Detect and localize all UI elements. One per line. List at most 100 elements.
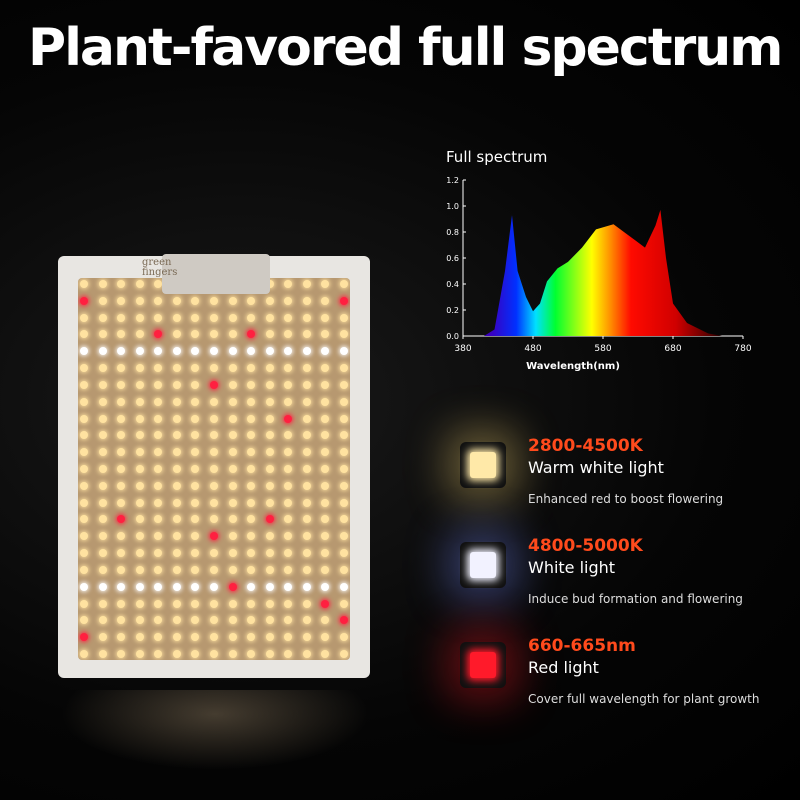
led [210, 330, 218, 339]
led [321, 330, 330, 339]
led [228, 481, 237, 490]
led [228, 431, 237, 440]
led [340, 347, 348, 356]
led [135, 280, 144, 288]
led [191, 481, 200, 490]
led [247, 465, 256, 473]
led [80, 650, 88, 658]
led [191, 650, 200, 658]
led [340, 616, 348, 625]
led [228, 397, 237, 406]
led [228, 633, 237, 642]
led [265, 650, 274, 658]
led [191, 633, 200, 642]
led [228, 448, 237, 457]
led [117, 650, 126, 658]
led [98, 616, 107, 625]
led [135, 364, 144, 373]
led [321, 431, 330, 440]
led [284, 280, 293, 288]
led [228, 532, 237, 541]
x-tick-label: 680 [664, 344, 681, 354]
led [98, 515, 107, 524]
panel-reflection [60, 690, 370, 770]
led [172, 330, 181, 339]
led [191, 347, 200, 356]
led [98, 498, 107, 507]
led [228, 380, 237, 389]
led [265, 431, 274, 440]
led-chip-icon [460, 642, 506, 688]
led [284, 347, 293, 356]
led [135, 481, 144, 490]
led [265, 380, 274, 389]
led [135, 532, 144, 541]
led [284, 481, 293, 490]
led [172, 364, 181, 373]
led [340, 465, 348, 473]
led [117, 313, 126, 322]
led [172, 565, 181, 574]
led [154, 515, 163, 524]
led [340, 633, 348, 642]
led [98, 313, 107, 322]
led [302, 582, 311, 591]
led [265, 448, 274, 457]
led [172, 633, 181, 642]
led [154, 565, 163, 574]
led [135, 397, 144, 406]
led [265, 347, 274, 356]
led [210, 465, 218, 473]
led [284, 431, 293, 440]
led [247, 313, 256, 322]
led [284, 296, 293, 305]
led [210, 313, 218, 322]
spectrum-area [484, 209, 722, 336]
led [210, 599, 218, 608]
led [247, 532, 256, 541]
led [340, 431, 348, 440]
led [247, 650, 256, 658]
led [247, 380, 256, 389]
led [98, 296, 107, 305]
led [135, 565, 144, 574]
led-board [78, 278, 350, 660]
led [228, 650, 237, 658]
x-tick-label: 780 [734, 344, 751, 354]
led [340, 380, 348, 389]
led [172, 313, 181, 322]
led [98, 633, 107, 642]
led [284, 380, 293, 389]
led [321, 296, 330, 305]
led [80, 515, 88, 524]
led [117, 431, 126, 440]
led [154, 465, 163, 473]
led [302, 565, 311, 574]
led [284, 330, 293, 339]
led [247, 481, 256, 490]
led [265, 313, 274, 322]
led [321, 380, 330, 389]
led [284, 650, 293, 658]
led [228, 515, 237, 524]
led [135, 582, 144, 591]
led [247, 330, 256, 339]
led [321, 549, 330, 558]
led [302, 296, 311, 305]
led [210, 414, 218, 423]
led [154, 549, 163, 558]
led [321, 650, 330, 658]
led [117, 549, 126, 558]
led [172, 465, 181, 473]
led [191, 380, 200, 389]
led [98, 582, 107, 591]
led [191, 532, 200, 541]
headline: Plant-favored full spectrum [28, 18, 783, 78]
led [340, 414, 348, 423]
led [98, 347, 107, 356]
led [80, 498, 88, 507]
brand-logo: green fingers [142, 257, 178, 278]
led [135, 549, 144, 558]
y-tick-label: 0.2 [446, 306, 459, 315]
y-tick-label: 0.4 [446, 280, 459, 289]
